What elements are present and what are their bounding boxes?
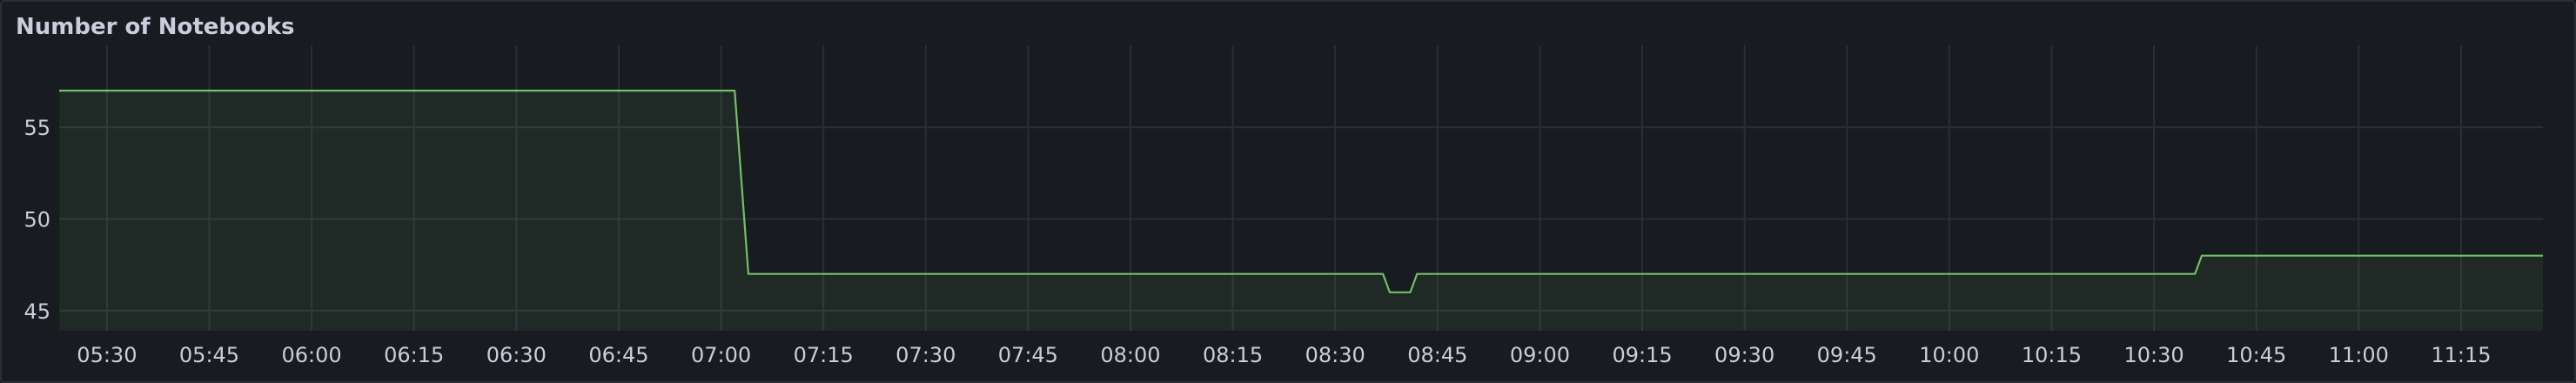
series-area-layer bbox=[59, 91, 2543, 331]
x-tick-label: 06:15 bbox=[384, 343, 444, 367]
x-tick-label: 08:15 bbox=[1203, 343, 1263, 367]
y-axis-ticks: 45 50 55 bbox=[23, 116, 50, 324]
x-tick-label: 06:00 bbox=[282, 343, 342, 367]
panel-title: Number of Notebooks bbox=[16, 14, 295, 40]
series-line-layer bbox=[59, 90, 2543, 293]
x-tick-label: 10:00 bbox=[1919, 343, 1979, 367]
series-line[interactable] bbox=[59, 90, 2543, 293]
series-area bbox=[59, 91, 2543, 331]
x-tick-label: 08:00 bbox=[1100, 343, 1160, 367]
y-tick-label: 55 bbox=[23, 116, 50, 140]
x-tick-label: 08:30 bbox=[1305, 343, 1365, 367]
x-tick-label: 09:00 bbox=[1510, 343, 1570, 367]
y-tick-label: 50 bbox=[23, 208, 50, 232]
grid-layer bbox=[59, 45, 2543, 331]
x-tick-label: 07:45 bbox=[998, 343, 1058, 367]
x-tick-label: 07:00 bbox=[691, 343, 751, 367]
x-tick-label: 11:15 bbox=[2431, 343, 2491, 367]
x-tick-label: 05:45 bbox=[179, 343, 239, 367]
x-tick-label: 09:30 bbox=[1714, 343, 1774, 367]
x-tick-label: 08:45 bbox=[1407, 343, 1467, 367]
x-tick-label: 05:30 bbox=[77, 343, 137, 367]
x-tick-label: 10:15 bbox=[2022, 343, 2082, 367]
x-tick-label: 06:30 bbox=[486, 343, 547, 367]
x-tick-label: 07:30 bbox=[896, 343, 956, 367]
x-tick-label: 07:15 bbox=[794, 343, 854, 367]
x-tick-label: 06:45 bbox=[588, 343, 648, 367]
x-tick-label: 10:30 bbox=[2123, 343, 2184, 367]
x-axis-ticks: 05:30 05:45 06:00 06:15 06:30 06:45 07:00 07:15… bbox=[77, 343, 2491, 367]
x-tick-label: 09:45 bbox=[1817, 343, 1877, 367]
y-tick-label: 45 bbox=[23, 299, 50, 324]
x-tick-label: 09:15 bbox=[1612, 343, 1672, 367]
x-tick-label: 10:45 bbox=[2226, 343, 2286, 367]
x-tick-label: 11:00 bbox=[2329, 343, 2389, 367]
